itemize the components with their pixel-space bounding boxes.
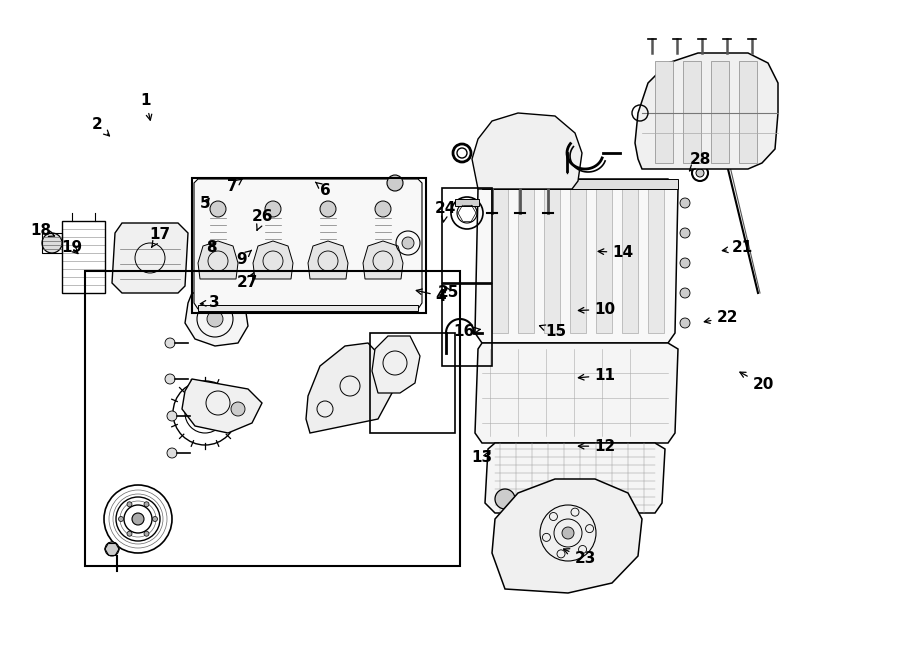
Text: 15: 15 [539,325,567,339]
Circle shape [167,448,177,458]
Text: 10: 10 [579,302,616,317]
Bar [370,333,455,433]
Circle shape [207,311,223,327]
Text: 24: 24 [435,201,456,222]
Circle shape [680,258,690,268]
Bar [711,61,729,163]
Text: 7: 7 [227,178,243,194]
Text: 21: 21 [723,241,753,255]
Circle shape [498,529,506,537]
Text: 13: 13 [471,450,492,465]
Circle shape [144,531,149,536]
Text: 27: 27 [237,272,258,290]
Text: 4: 4 [417,289,446,303]
Circle shape [119,516,123,522]
Circle shape [127,531,132,536]
Polygon shape [185,293,248,346]
Polygon shape [253,241,293,279]
Polygon shape [182,379,262,433]
Text: 12: 12 [579,439,616,453]
Polygon shape [245,186,362,293]
Bar [570,189,586,333]
Circle shape [132,513,144,525]
Circle shape [105,542,119,556]
Text: 9: 9 [236,251,251,266]
Circle shape [680,198,690,208]
Circle shape [210,201,226,217]
Polygon shape [485,443,665,513]
Bar [596,189,612,333]
Circle shape [387,175,403,191]
Circle shape [680,228,690,238]
Polygon shape [363,241,403,279]
Circle shape [265,201,281,217]
Circle shape [127,502,132,507]
Circle shape [167,411,177,421]
Bar [192,178,426,313]
Text: 11: 11 [579,368,616,383]
Text: 17: 17 [149,227,171,247]
Polygon shape [475,179,678,343]
Bar [62,221,105,293]
Circle shape [152,516,158,522]
Polygon shape [475,343,678,443]
Bar [648,189,664,333]
Text: 28: 28 [689,153,711,171]
Polygon shape [112,223,188,293]
Bar [442,284,492,366]
Text: 23: 23 [563,549,596,566]
Text: 6: 6 [315,182,331,198]
Polygon shape [306,343,392,433]
Text: 26: 26 [252,210,274,230]
Polygon shape [472,113,582,189]
Polygon shape [308,241,348,279]
Bar [455,199,479,206]
Bar [492,189,508,333]
Circle shape [320,201,336,217]
Circle shape [197,405,213,421]
Circle shape [680,318,690,328]
Circle shape [495,489,515,509]
Bar [442,188,492,283]
Bar [518,189,534,333]
Polygon shape [635,53,778,169]
Circle shape [42,233,62,253]
Text: 8: 8 [206,241,217,255]
Circle shape [165,374,175,384]
Circle shape [165,338,175,348]
Text: 1: 1 [140,93,152,120]
Bar [655,61,673,163]
Text: 20: 20 [740,372,774,392]
Text: 25: 25 [437,285,459,299]
Circle shape [562,527,574,539]
Text: 2: 2 [92,117,110,136]
Bar [683,61,701,163]
Circle shape [680,288,690,298]
Circle shape [402,237,414,249]
Polygon shape [194,179,422,309]
Polygon shape [492,479,642,593]
Circle shape [375,201,391,217]
Bar [198,305,418,311]
Bar [42,233,62,253]
Circle shape [696,169,704,177]
Text: 14: 14 [598,245,634,260]
Bar [544,189,560,333]
Polygon shape [198,241,238,279]
Text: 16: 16 [453,325,481,339]
Text: 5: 5 [200,196,211,211]
Text: 22: 22 [705,310,738,325]
Text: 3: 3 [201,295,220,310]
Bar [85,271,460,566]
Bar [622,189,638,333]
Text: 19: 19 [61,241,83,255]
Polygon shape [372,336,420,393]
Bar [739,61,757,163]
Circle shape [231,402,245,416]
Circle shape [144,502,149,507]
Bar [482,179,678,189]
Text: 18: 18 [30,223,55,237]
